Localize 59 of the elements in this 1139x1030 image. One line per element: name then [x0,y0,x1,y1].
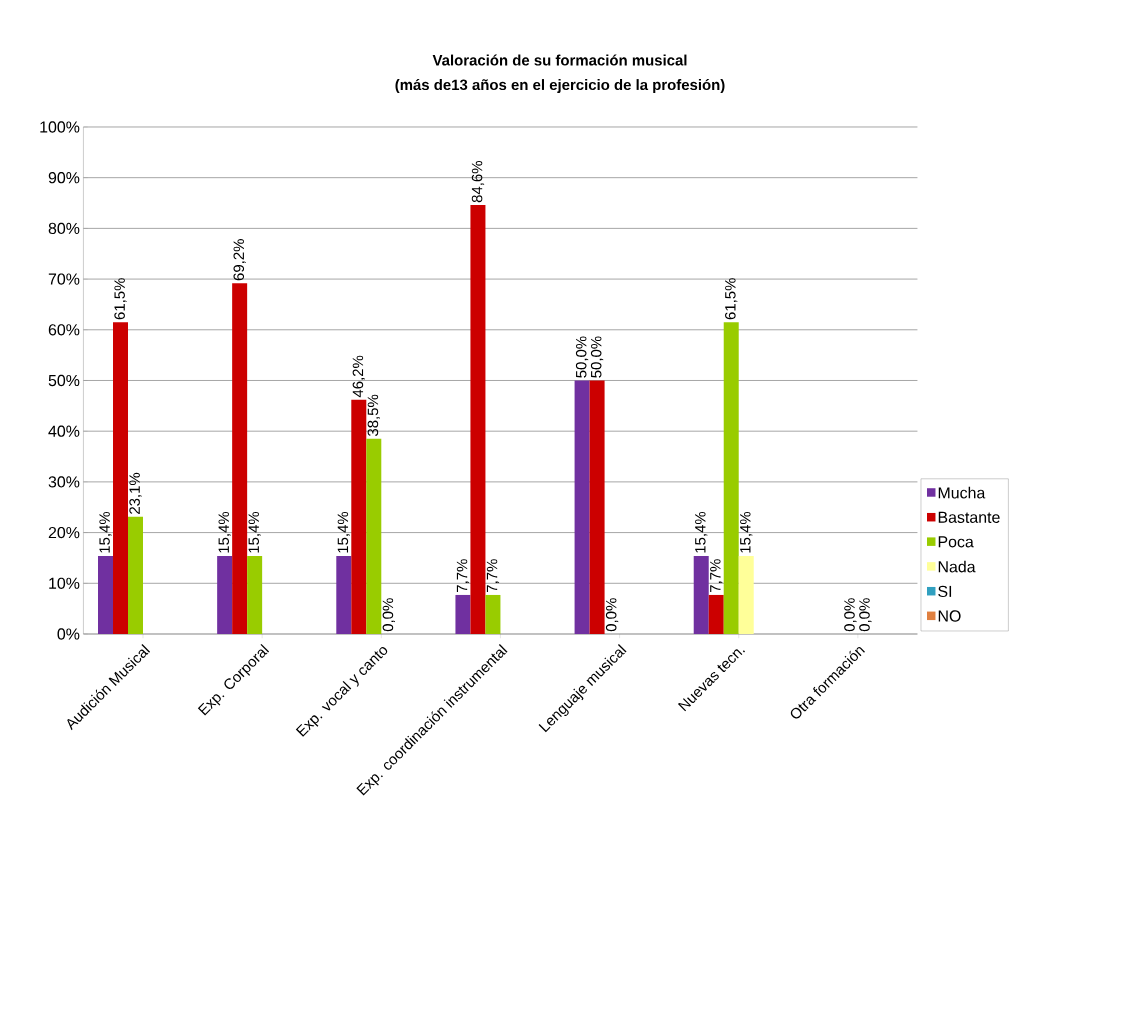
bar [232,283,248,634]
legend-label: Nada [938,560,976,573]
y-tick-label: 10% [49,577,80,589]
bar [470,205,486,634]
data-label: 61,5% [114,278,127,320]
bar [738,555,754,634]
data-label: 15,4% [248,511,261,553]
chart-title: Valoración de su formación musical [432,54,687,66]
bar [351,399,367,634]
bar [485,594,501,634]
bar [693,555,709,634]
y-tick-label: 40% [48,425,80,437]
data-label: 0,0% [859,598,872,632]
data-label: 7,7% [456,559,470,592]
data-label: 38,5% [367,394,380,437]
bar [455,594,471,634]
data-label: 15,4% [218,511,231,553]
bar [366,438,382,634]
bar [217,555,233,634]
y-tick-label: 100% [40,121,80,133]
data-label: 84,6% [471,161,485,203]
data-label: 7,7% [710,559,723,592]
bar [247,555,263,634]
bar [98,555,114,634]
chart-subtitle: (más de13 años en el ejercicio de la profesión) [395,78,725,94]
bar [336,555,352,634]
y-tick-label: 0% [57,628,80,640]
y-tick-label: 20% [48,526,80,539]
bar [708,594,724,634]
data-label: 0,0% [382,598,395,632]
bar [128,516,144,634]
bar [574,380,590,634]
data-label: 46,2% [352,355,365,398]
data-label: 23,1% [129,472,142,514]
bar [723,322,739,634]
data-label: 7,7% [486,559,500,592]
data-label: 15,4% [740,511,753,553]
data-label: 50,0% [575,336,589,378]
data-label: 15,4% [99,511,112,553]
data-label: 61,5% [725,278,738,320]
data-label: 69,2% [233,239,246,281]
data-label: 15,4% [337,511,350,553]
data-label: 0,0% [844,598,857,632]
legend-label: SI [938,585,952,598]
y-tick-label: 50% [48,374,80,387]
y-tick-label: 80% [48,222,80,235]
y-tick-label: 70% [48,273,80,285]
y-tick-label: 90% [48,172,80,184]
legend-label: Poca [938,536,974,548]
legend-label: NO [938,610,961,622]
data-label: 15,4% [695,511,708,553]
data-label: 0,0% [605,598,619,632]
y-tick-label: 30% [48,476,80,488]
legend-label: Mucha [938,486,986,499]
bar [113,322,129,634]
y-tick-label: 60% [48,324,80,336]
data-label: 50,0% [590,336,604,378]
bar [589,380,605,634]
legend-label: Bastante [938,511,1000,523]
